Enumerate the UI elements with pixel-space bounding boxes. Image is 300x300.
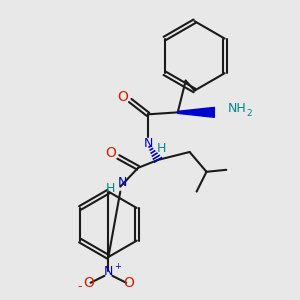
Text: O: O — [105, 146, 116, 160]
Text: -: - — [77, 280, 82, 293]
Text: NH: NH — [227, 102, 246, 115]
Text: N: N — [118, 176, 127, 189]
Text: N: N — [104, 266, 113, 278]
Text: 2: 2 — [246, 109, 252, 118]
Text: O: O — [83, 276, 94, 290]
Text: H: H — [106, 182, 115, 195]
Text: H: H — [157, 142, 167, 154]
Text: O: O — [117, 89, 128, 103]
Polygon shape — [178, 107, 214, 117]
Text: N: N — [143, 136, 153, 150]
Text: O: O — [123, 276, 134, 290]
Text: +: + — [114, 262, 121, 272]
